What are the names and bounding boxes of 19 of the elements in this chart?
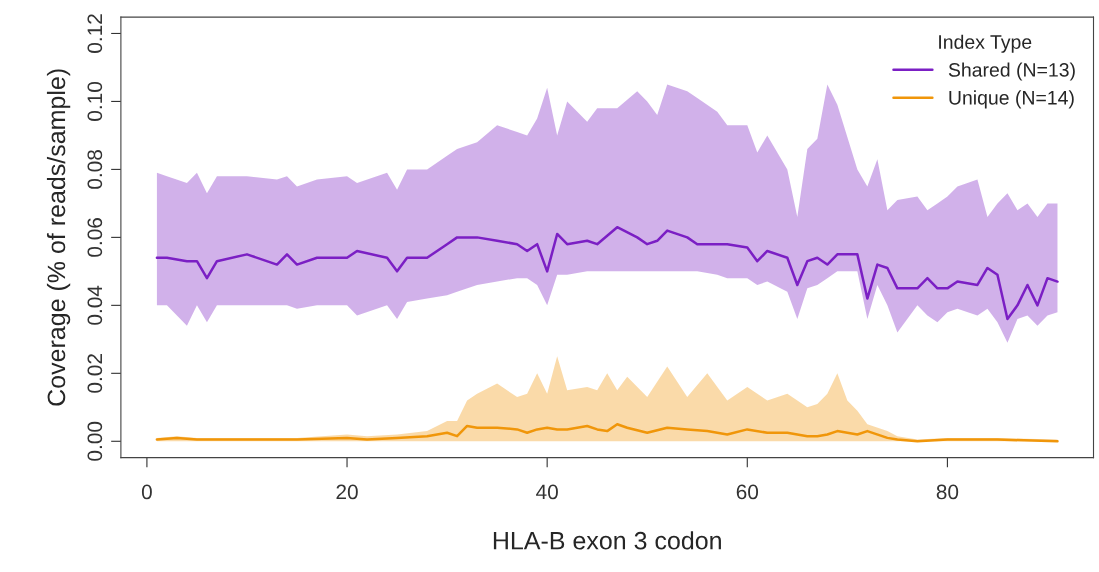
x-axis-title: HLA-B exon 3 codon <box>493 531 721 550</box>
y-tick-label: 0.06 <box>87 218 103 257</box>
y-tick-label: 0.08 <box>87 150 103 189</box>
legend-label: Shared (N=13) <box>948 62 1075 81</box>
y-axis-title: Coverage (% of reads/sample) <box>46 69 71 406</box>
y-tick-label: 0.00 <box>87 421 103 461</box>
y-tick-label: 0.10 <box>87 81 103 121</box>
y-tick-label: 0.04 <box>87 285 103 325</box>
x-tick-label: 20 <box>336 484 358 500</box>
x-tick-label: 60 <box>736 484 759 500</box>
y-tick-label: 0.12 <box>87 14 103 53</box>
legend-label: Unique (N=14) <box>949 90 1074 109</box>
x-tick-label: 80 <box>936 484 959 500</box>
y-tick-label: 0.02 <box>87 354 103 393</box>
legend-title: Index Type <box>939 34 1032 53</box>
x-tick-label: 40 <box>536 484 558 500</box>
line-series <box>155 423 1059 443</box>
x-tick-label: 0 <box>141 484 152 500</box>
line-series <box>155 225 1059 321</box>
